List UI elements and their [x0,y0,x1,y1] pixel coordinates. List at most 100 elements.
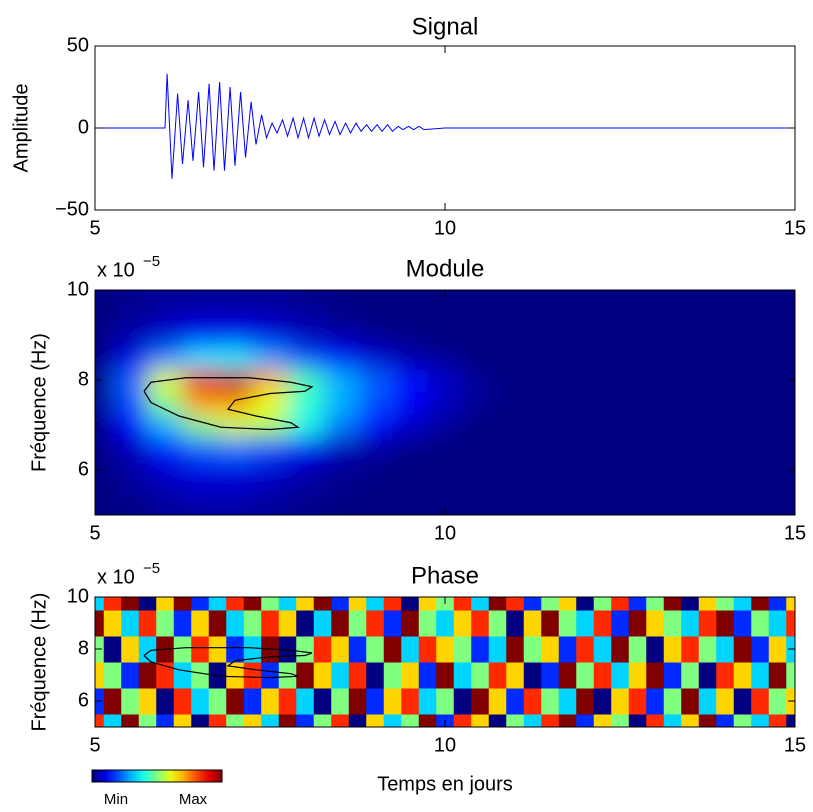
heatmap-cell [611,597,630,611]
heatmap-cell [786,714,795,727]
x-tick-label: 5 [89,522,100,544]
heatmap-cell [418,714,437,727]
heatmap-cell [681,688,700,715]
heatmap-cell [208,636,227,663]
x-tick-label: 15 [784,522,806,544]
heatmap-cell [497,301,533,325]
heatmap-cell [567,290,603,302]
heatmap-cell [427,413,463,437]
heatmap-cell [287,323,323,347]
heatmap-cell [698,597,717,611]
heatmap-cell [252,346,288,370]
heatmap-cell [707,481,743,505]
heatmap-cell [252,458,288,482]
heatmap-cell [287,413,323,437]
heatmap-cell [558,610,577,637]
x-tick-label: 5 [89,217,100,239]
heatmap-cell [541,610,560,637]
heatmap-cell [112,346,148,370]
heatmap-cell [95,503,113,515]
heatmap-cell [637,368,673,392]
heatmap-cell [322,323,358,347]
heatmap-cell [777,290,795,302]
heatmap-cell [497,368,533,392]
heatmap-cell [156,662,175,689]
heatmap-cell [208,714,227,727]
heatmap-cell [733,636,752,663]
heatmap-cell [401,610,420,637]
y-axis-label: Amplitude [10,84,32,173]
heatmap-cell [462,503,498,515]
chart-title: Module [406,255,485,282]
heatmap-cell [278,662,297,689]
heatmap-cell [506,610,525,637]
heatmap-cell [716,662,735,689]
heatmap-cell [532,391,568,415]
heatmap-cell [672,413,708,437]
heatmap-cell [488,662,507,689]
heatmap-cell [602,436,638,460]
heatmap-cell [628,662,647,689]
heatmap-cell [243,662,262,689]
heatmap-cell [322,391,358,415]
heatmap-cell [322,301,358,325]
colorbar [91,769,223,783]
heatmap-cell [497,436,533,460]
heatmap-cell [742,436,778,460]
heatmap-cell [348,610,367,637]
heatmap-cell [331,597,350,611]
heatmap-cell [95,323,113,347]
heatmap-cell [261,688,280,715]
heatmap-cell [383,597,402,611]
heatmap-cell [401,636,420,663]
heatmap-cell [602,301,638,325]
heatmap-cell [593,688,612,715]
heatmap-cell [567,503,603,515]
heatmap-cell [296,597,315,611]
heatmap-cell [462,391,498,415]
heatmap-cell [777,481,795,505]
heatmap-cell [611,688,630,715]
x-tick-label: 10 [434,734,456,756]
heatmap-cell [401,688,420,715]
heatmap-cell [261,597,280,611]
heatmap-cell [217,323,253,347]
heatmap-cell [471,714,490,727]
heatmap-cell [453,688,472,715]
heatmap-cell [663,610,682,637]
heatmap-cell [602,503,638,515]
heatmap-cell [121,636,140,663]
heatmap-cell [147,413,183,437]
heatmap-cell [716,688,735,715]
heatmap-cell [646,597,665,611]
heatmap-cell [138,610,157,637]
heatmap-cell [261,714,280,727]
heatmap-cell [121,597,140,611]
heatmap-cell [532,368,568,392]
heatmap-cell [602,391,638,415]
heatmap-cell [182,368,218,392]
heatmap-cell [226,610,245,637]
heatmap-cell [392,391,428,415]
heatmap-cell [182,301,218,325]
heatmap-cell [217,481,253,505]
heatmap-cell [576,714,595,727]
heatmap-cell [462,436,498,460]
heatmap-cell [287,458,323,482]
heatmap-cell [523,662,542,689]
heatmap-cell [95,610,105,637]
heatmap-cell [541,688,560,715]
heatmap-cell [777,323,795,347]
heatmap-cell [427,481,463,505]
heatmap-cell [497,503,533,515]
heatmap-cell [497,391,533,415]
heatmap-cell [637,458,673,482]
heatmap-cell [532,436,568,460]
heatmap-cell [226,714,245,727]
heatmap-cell [672,301,708,325]
heatmap-cell [777,436,795,460]
heatmap-cell [138,662,157,689]
heatmap-cell [637,391,673,415]
heatmap-cell [392,413,428,437]
